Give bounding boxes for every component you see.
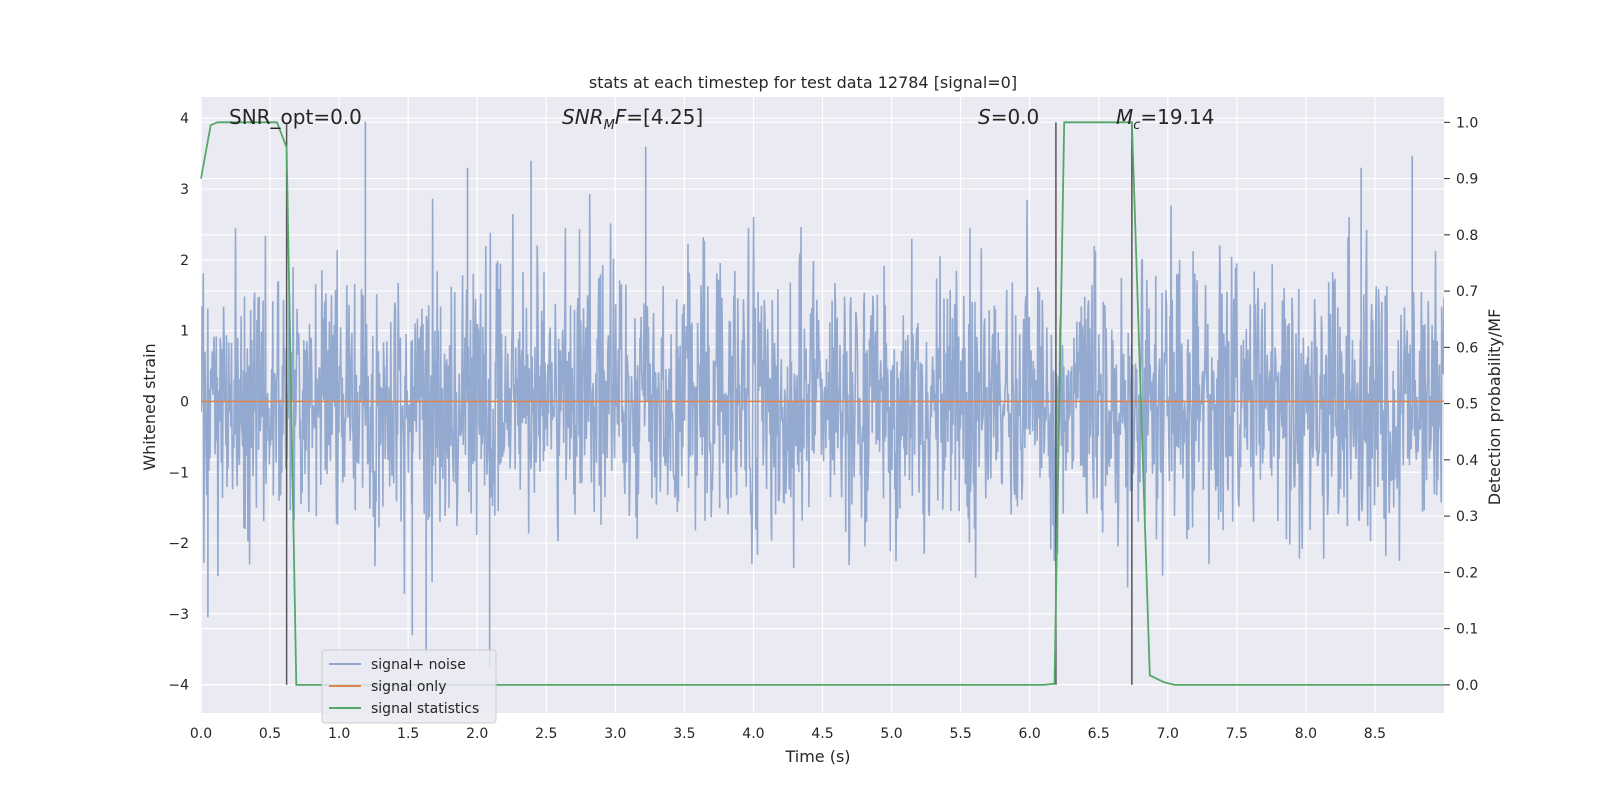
annotation-s: S=0.0 <box>978 105 1039 129</box>
x-tick-label: 0.0 <box>190 726 212 742</box>
x-tick-label: 1.5 <box>397 726 419 742</box>
y-axis-ticks: 4 3 2 1 0 −1 −2 −3 −4 <box>168 111 189 693</box>
signal-statistics-line <box>200 121 1444 686</box>
y-tick-label: 2 <box>180 253 189 269</box>
x-tick-label: 5.5 <box>949 726 971 742</box>
y2-tick-label: 0.4 <box>1456 453 1478 469</box>
legend: signal+ noise signal only signal statist… <box>321 649 497 724</box>
y-tick-label: −3 <box>168 607 189 623</box>
x-tick-label: 5.0 <box>880 726 902 742</box>
legend-label-signal-plus-noise: signal+ noise <box>371 657 466 673</box>
y2-tick-label: 0.6 <box>1456 340 1478 356</box>
y2-tick-label: 1.0 <box>1456 115 1478 131</box>
y2-tick-label: 0.3 <box>1456 509 1478 525</box>
annotation-snr-opt: SNR_opt=0.0 <box>229 105 362 129</box>
y-tick-label: 3 <box>180 182 189 198</box>
x-tick-label: 7.0 <box>1157 726 1179 742</box>
y-tick-label: −1 <box>168 465 189 481</box>
y2-tick-label: 0.8 <box>1456 228 1478 244</box>
x-tick-label: 6.0 <box>1019 726 1041 742</box>
y2-tick-label: 0.1 <box>1456 622 1478 638</box>
y2-tick-label: 0.7 <box>1456 284 1478 300</box>
series-signal-statistics <box>200 121 1444 686</box>
y2-tick-label: 0.5 <box>1456 397 1478 413</box>
chart-title: stats at each timestep for test data 127… <box>589 73 1017 92</box>
x-tick-label: 4.5 <box>811 726 833 742</box>
y2-axis-ticks: 1.0 0.9 0.8 0.7 0.6 0.5 0.4 0.3 0.2 0.1 0.0 <box>1444 115 1478 694</box>
y-axis-label: Whitened strain <box>140 343 159 470</box>
x-tick-label: 3.0 <box>604 726 626 742</box>
y-tick-label: 4 <box>180 111 189 127</box>
x-tick-label: 0.5 <box>259 726 281 742</box>
x-tick-label: 7.5 <box>1226 726 1248 742</box>
annotation-snr-mf: SNRMF=[4.25] <box>562 105 703 133</box>
x-tick-label: 4.0 <box>742 726 764 742</box>
annotation-mc: Mc=19.14 <box>1116 105 1214 133</box>
y2-tick-label: 0.9 <box>1456 172 1478 188</box>
x-tick-label: 3.5 <box>673 726 695 742</box>
x-axis-ticks: 0.0 0.5 1.0 1.5 2.0 2.5 3.0 3.5 4.0 4.5 5.0 5.5 6.0 6… <box>190 726 1386 742</box>
series-signal-plus-noise <box>201 121 1444 667</box>
x-tick-label: 8.5 <box>1364 726 1386 742</box>
x-tick-label: 2.5 <box>535 726 557 742</box>
x-tick-label: 6.5 <box>1088 726 1110 742</box>
y-tick-label: −4 <box>168 678 189 694</box>
x-tick-label: 2.0 <box>466 726 488 742</box>
y-tick-label: −2 <box>168 536 189 552</box>
x-axis-label: Time (s) <box>784 747 850 766</box>
y-tick-label: 0 <box>180 394 189 410</box>
x-tick-label: 1.0 <box>328 726 350 742</box>
noise-trace <box>201 194 1444 594</box>
y2-axis-label: Detection probability/MF <box>1485 309 1504 506</box>
legend-box <box>321 649 497 724</box>
y2-tick-label: 0.0 <box>1456 678 1478 694</box>
legend-label-signal-only: signal only <box>371 679 446 695</box>
legend-label-signal-statistics: signal statistics <box>371 701 479 717</box>
y2-tick-label: 0.2 <box>1456 565 1478 581</box>
x-tick-label: 8.0 <box>1295 726 1317 742</box>
y-tick-label: 1 <box>180 324 189 340</box>
